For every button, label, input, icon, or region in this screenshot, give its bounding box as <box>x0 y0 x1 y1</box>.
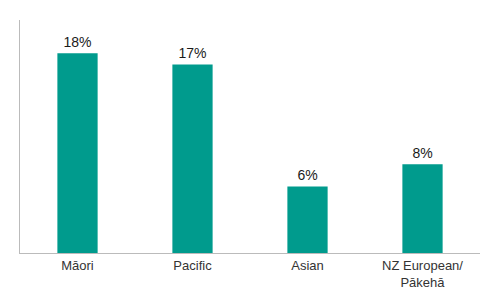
svg-text:Pacific: Pacific <box>173 258 212 273</box>
svg-text:NZ European/Pākehā: NZ European/Pākehā <box>382 258 463 290</box>
svg-text:18%: 18% <box>63 34 91 50</box>
svg-text:Asian: Asian <box>291 258 324 273</box>
svg-text:17%: 17% <box>178 45 206 61</box>
svg-text:6%: 6% <box>297 167 317 183</box>
svg-text:8%: 8% <box>412 145 432 161</box>
svg-text:Māori: Māori <box>61 258 94 273</box>
